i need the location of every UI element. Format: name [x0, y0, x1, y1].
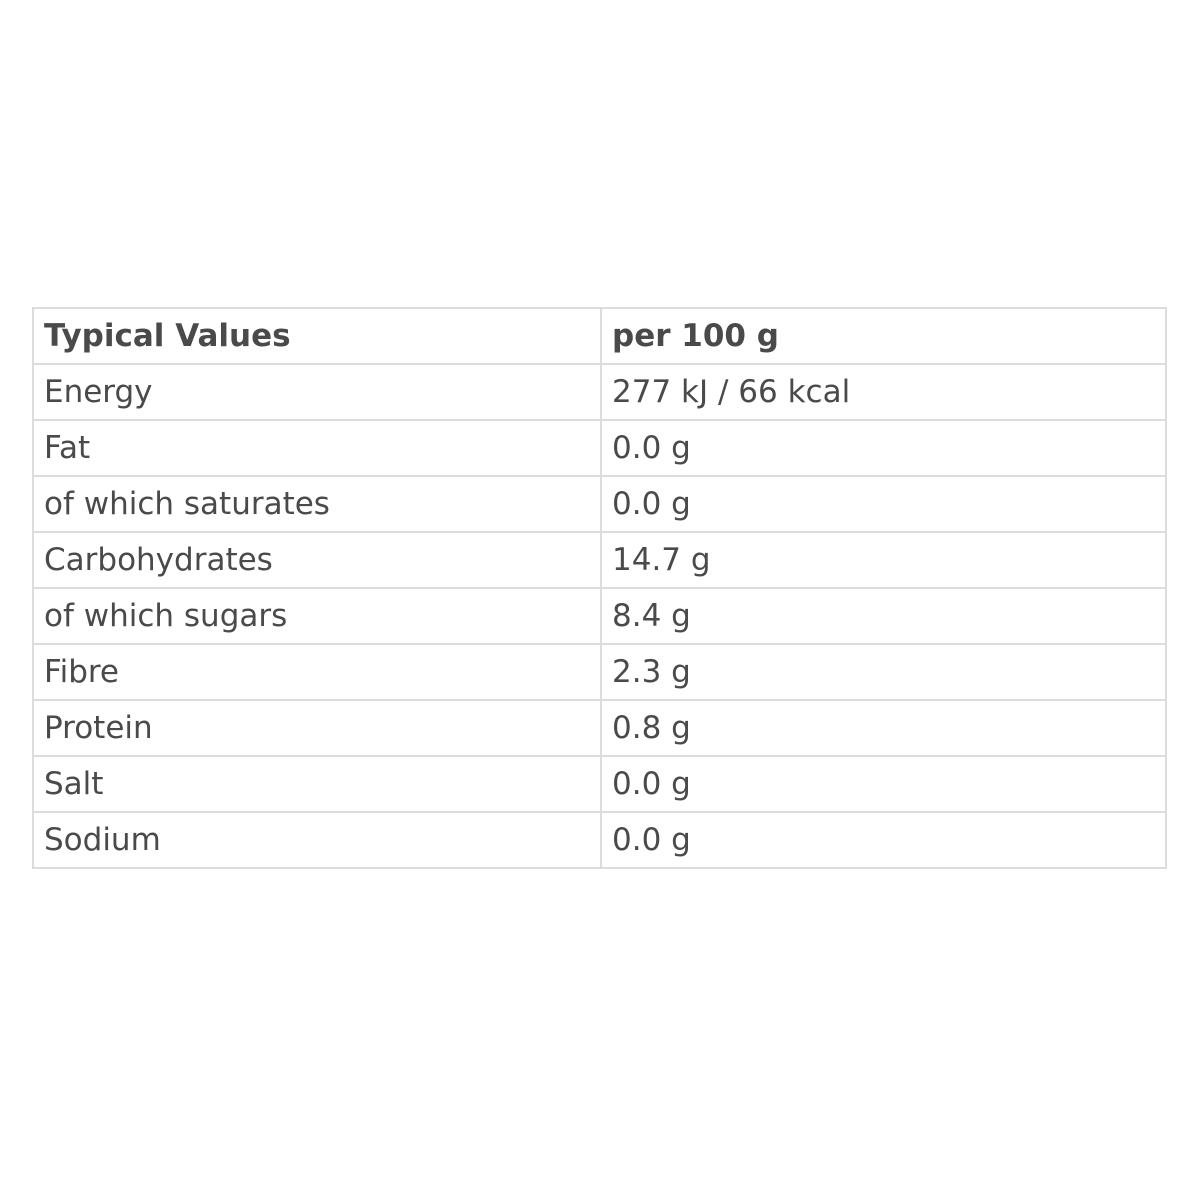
- value-cell: 14.7 g: [600, 531, 1167, 589]
- header-row: Typical Values per 100 g: [32, 307, 1167, 365]
- table-row: Fibre 2.3 g: [32, 643, 1167, 701]
- table-row: of which saturates 0.0 g: [32, 475, 1167, 533]
- nutrition-table: Typical Values per 100 g Energy 277 kJ / 6…: [32, 307, 1167, 869]
- value-cell: 277 kJ / 66 kcal: [600, 363, 1167, 421]
- table-row: Sodium 0.0 g: [32, 811, 1167, 869]
- nutrient-cell: Fat: [32, 419, 602, 477]
- value-cell: 8.4 g: [600, 587, 1167, 645]
- value-cell: 0.0 g: [600, 419, 1167, 477]
- table-header: Typical Values per 100 g: [32, 307, 1167, 365]
- nutrient-cell: Protein: [32, 699, 602, 757]
- value-cell: 2.3 g: [600, 643, 1167, 701]
- nutrient-cell: Energy: [32, 363, 602, 421]
- table-row: Fat 0.0 g: [32, 419, 1167, 477]
- value-cell: 0.8 g: [600, 699, 1167, 757]
- table-row: Carbohydrates 14.7 g: [32, 531, 1167, 589]
- header-cell: per 100 g: [600, 307, 1167, 365]
- nutrient-cell: Salt: [32, 755, 602, 813]
- nutrient-cell: of which saturates: [32, 475, 602, 533]
- nutrient-cell: Sodium: [32, 811, 602, 869]
- table-row: Energy 277 kJ / 66 kcal: [32, 363, 1167, 421]
- header-cell: Typical Values: [32, 307, 602, 365]
- nutrient-cell: of which sugars: [32, 587, 602, 645]
- nutrient-cell: Carbohydrates: [32, 531, 602, 589]
- table-row: Salt 0.0 g: [32, 755, 1167, 813]
- table-row: Protein 0.8 g: [32, 699, 1167, 757]
- value-cell: 0.0 g: [600, 475, 1167, 533]
- table-body: Energy 277 kJ / 66 kcal Fat 0.0 g of which s…: [32, 363, 1167, 869]
- value-cell: 0.0 g: [600, 755, 1167, 813]
- nutrient-cell: Fibre: [32, 643, 602, 701]
- table-row: of which sugars 8.4 g: [32, 587, 1167, 645]
- value-cell: 0.0 g: [600, 811, 1167, 869]
